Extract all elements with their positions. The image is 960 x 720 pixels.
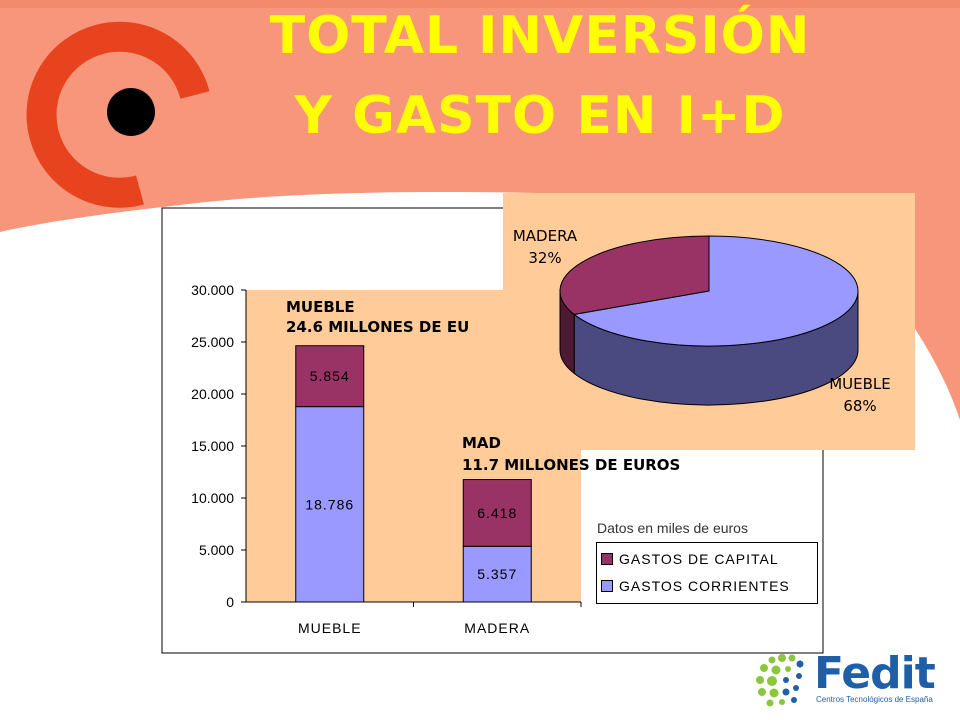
y-axis: 0 5.000 10.000 15.000 20.000 25.000 30.000 [191, 282, 247, 610]
legend-item-capital: GASTOS DE CAPITAL [601, 550, 779, 568]
legend-swatch-capital [601, 553, 613, 565]
madera-annotation-line2: 11.7 MILLONES DE EUROS [462, 456, 681, 474]
y-tick-label: 25.000 [191, 334, 234, 350]
pie-labels: MUEBLE 68% MADERA 32% [513, 227, 891, 415]
fedit-subtitle: Centros Tecnológicos de España [816, 695, 933, 704]
madera-annotation-line1: MAD [462, 434, 501, 452]
legend-swatch-corrientes [601, 580, 613, 592]
pie-slice-label: MADERA [513, 227, 578, 245]
slide-title-line-1: TOTAL INVERSIÓN [269, 6, 811, 66]
units-note: Datos en miles de euros [597, 520, 748, 536]
mueble-annotation-line2: 24.6 MILLONES DE EU [286, 318, 470, 336]
x-tick-label: MADERA [464, 620, 530, 636]
x-axis: MUEBLE MADERA [246, 601, 582, 636]
bar-segment [295, 406, 365, 603]
mueble-annotation-line1: MUEBLE [286, 298, 355, 316]
salmon-header-shape [0, 0, 960, 420]
pie-slice-label: MUEBLE [829, 375, 891, 393]
fedit-dots-icon [756, 654, 804, 707]
y-tick-label: 20.000 [191, 386, 234, 402]
bar-data-label: 18.786 [305, 496, 354, 512]
pie-slice-label: 32% [528, 249, 561, 267]
fedit-logo: Fedit Centros Tecnológicos de España [752, 650, 942, 710]
legend-label-corrientes: GASTOS CORRIENTES [619, 578, 790, 594]
y-tick-label: 30.000 [191, 282, 234, 298]
pie-slices [559, 235, 859, 406]
legend-item-corrientes: GASTOS CORRIENTES [601, 577, 790, 595]
y-tick-label: 0 [226, 594, 234, 610]
c-logo-icon [26, 21, 210, 208]
pie-slice-top [572, 235, 859, 347]
y-tick-label: 10.000 [191, 490, 234, 506]
pie-chart: MUEBLE 68% MADERA 32% [513, 227, 891, 415]
y-tick-label: 5.000 [199, 542, 234, 558]
y-tick-label: 15.000 [191, 438, 234, 454]
bar-data-label: 5.357 [477, 566, 517, 582]
pie-chart-panel: MUEBLE 68% MADERA 32% [503, 193, 915, 450]
x-tick-label: MUEBLE [298, 620, 362, 636]
pie-slice-label: 68% [843, 397, 876, 415]
legend-label-capital: GASTOS DE CAPITAL [619, 551, 779, 567]
salmon-top-strip [0, 0, 960, 8]
slide-title-line-2: Y GASTO EN I+D [294, 86, 786, 146]
bar-data-label: 5.854 [310, 368, 350, 384]
bars: 18.786 5.854 5.357 6.418 [295, 345, 532, 603]
bar-segment [295, 345, 365, 408]
bar-data-label: 6.418 [477, 505, 517, 521]
pie-slice-top [559, 235, 710, 315]
fedit-wordmark: Fedit [814, 648, 936, 699]
chart-legend: GASTOS DE CAPITAL GASTOS CORRIENTES [596, 542, 818, 604]
bar-segment [462, 545, 532, 603]
bar-segment [462, 479, 532, 547]
